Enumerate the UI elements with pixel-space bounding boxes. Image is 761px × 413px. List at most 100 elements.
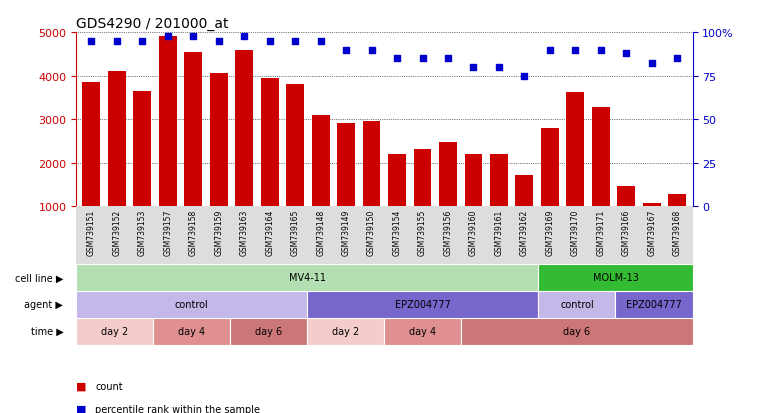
Bar: [337, 124, 355, 250]
Text: cell line ▶: cell line ▶: [15, 273, 63, 283]
Bar: [439, 142, 457, 250]
Text: GSM739152: GSM739152: [113, 209, 121, 256]
Bar: [307, 318, 384, 345]
Text: GSM739149: GSM739149: [342, 209, 351, 256]
Text: GSM739159: GSM739159: [215, 209, 223, 256]
Bar: [616, 291, 693, 318]
Point: [111, 38, 123, 45]
Text: EPZ004777: EPZ004777: [626, 299, 682, 310]
Text: EPZ004777: EPZ004777: [395, 299, 451, 310]
Bar: [538, 264, 693, 291]
Point: [289, 38, 301, 45]
Text: ■: ■: [76, 404, 87, 413]
Bar: [384, 318, 461, 345]
Point: [493, 64, 505, 71]
Bar: [668, 195, 686, 250]
Bar: [388, 154, 406, 250]
Bar: [230, 318, 307, 345]
Point: [620, 50, 632, 57]
Text: control: control: [175, 299, 209, 310]
Point: [263, 38, 275, 45]
Point: [671, 56, 683, 62]
Text: day 4: day 4: [409, 326, 436, 337]
Text: GSM739163: GSM739163: [240, 209, 249, 256]
Text: GSM739168: GSM739168: [673, 209, 682, 256]
Bar: [235, 50, 253, 250]
Point: [416, 56, 428, 62]
Text: GSM739148: GSM739148: [316, 209, 325, 256]
Bar: [307, 291, 538, 318]
Text: GSM739160: GSM739160: [469, 209, 478, 256]
Text: day 6: day 6: [563, 326, 591, 337]
Bar: [617, 186, 635, 250]
Bar: [153, 318, 230, 345]
Point: [442, 56, 454, 62]
Bar: [541, 128, 559, 250]
Point: [340, 47, 352, 54]
Bar: [490, 154, 508, 250]
Text: GSM739153: GSM739153: [138, 209, 147, 256]
Text: GSM739171: GSM739171: [597, 209, 605, 256]
Text: day 2: day 2: [101, 326, 129, 337]
Point: [467, 64, 479, 71]
Text: GSM739161: GSM739161: [495, 209, 504, 256]
Point: [85, 38, 97, 45]
Point: [187, 33, 199, 40]
Bar: [108, 72, 126, 250]
Point: [314, 38, 326, 45]
Bar: [413, 150, 431, 250]
Text: GSM739164: GSM739164: [265, 209, 274, 256]
Bar: [76, 264, 538, 291]
Text: GSM739169: GSM739169: [546, 209, 554, 256]
Point: [518, 73, 530, 80]
Text: GDS4290 / 201000_at: GDS4290 / 201000_at: [76, 17, 228, 31]
Point: [365, 47, 377, 54]
Text: GSM739150: GSM739150: [367, 209, 376, 256]
Bar: [76, 291, 307, 318]
Text: ■: ■: [76, 381, 87, 391]
Text: GSM739151: GSM739151: [87, 209, 96, 256]
Text: GSM739158: GSM739158: [189, 209, 198, 256]
Bar: [464, 154, 482, 250]
Point: [212, 38, 224, 45]
Text: GSM739167: GSM739167: [648, 209, 656, 256]
Bar: [312, 116, 330, 250]
Text: day 6: day 6: [255, 326, 282, 337]
Bar: [363, 122, 380, 250]
Text: GSM739155: GSM739155: [418, 209, 427, 256]
Text: GSM739157: GSM739157: [164, 209, 172, 256]
Bar: [461, 318, 693, 345]
Point: [645, 61, 658, 68]
Text: count: count: [95, 381, 123, 391]
Point: [595, 47, 607, 54]
Text: GSM739162: GSM739162: [520, 209, 529, 256]
Text: time ▶: time ▶: [30, 326, 63, 337]
Bar: [159, 38, 177, 250]
Text: day 4: day 4: [178, 326, 205, 337]
Text: MV4-11: MV4-11: [288, 273, 326, 283]
Text: percentile rank within the sample: percentile rank within the sample: [95, 404, 260, 413]
Text: GSM739154: GSM739154: [393, 209, 402, 256]
Bar: [82, 83, 100, 250]
Point: [544, 47, 556, 54]
Bar: [286, 85, 304, 250]
Point: [569, 47, 581, 54]
Bar: [133, 92, 151, 250]
Text: GSM739165: GSM739165: [291, 209, 300, 256]
Bar: [184, 52, 202, 250]
Text: control: control: [560, 299, 594, 310]
Bar: [538, 291, 616, 318]
Point: [391, 56, 403, 62]
Text: day 2: day 2: [332, 326, 359, 337]
Text: GSM739170: GSM739170: [571, 209, 580, 256]
Bar: [261, 78, 279, 250]
Bar: [210, 74, 228, 250]
Bar: [76, 318, 153, 345]
Bar: [566, 93, 584, 250]
Text: GSM739156: GSM739156: [444, 209, 453, 256]
Text: agent ▶: agent ▶: [24, 299, 63, 310]
Bar: [643, 203, 661, 250]
Bar: [515, 175, 533, 250]
Point: [161, 33, 174, 40]
Text: GSM739166: GSM739166: [622, 209, 631, 256]
